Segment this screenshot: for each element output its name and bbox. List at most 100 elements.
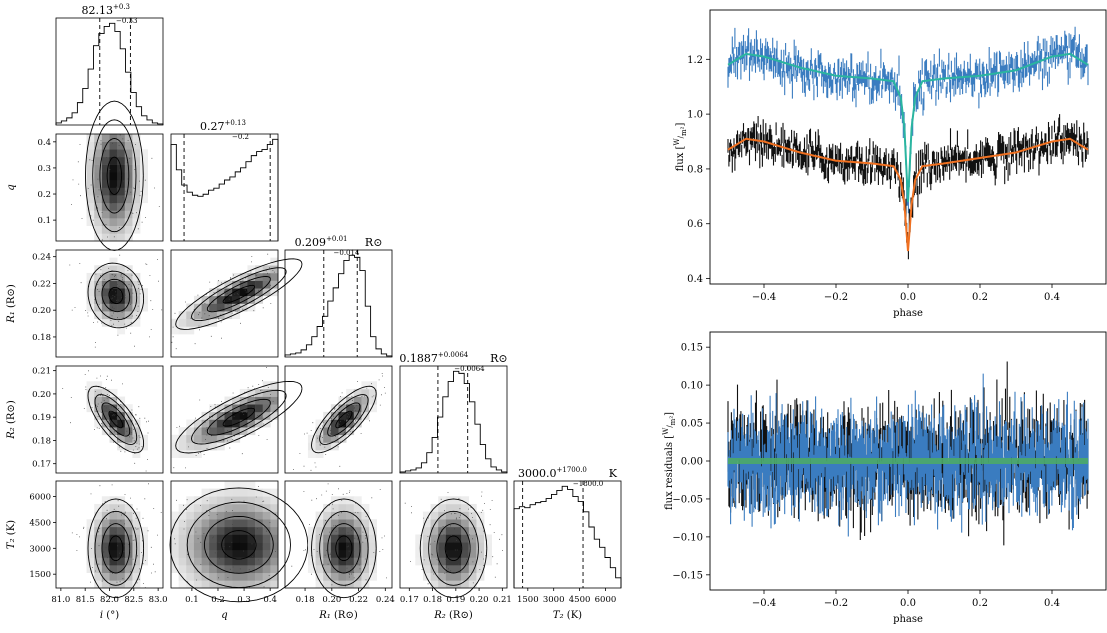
y-tick-label: 0.3 [37,164,51,174]
density-cell [224,503,233,512]
density-cell [369,526,378,535]
histogram-i: 82.13+0.3 −0.33 [55,3,164,126]
density-cell [422,526,431,535]
density-cell [445,511,454,520]
density-cell [209,534,218,543]
x-tick-label: 0.18 [296,595,315,605]
density-cell [109,565,118,574]
density-cell [94,265,103,274]
density-cell [101,572,110,581]
density-cell [468,565,477,574]
density-cell [94,526,103,535]
density-cell [270,411,279,420]
density-cell [94,272,103,281]
density-cell [109,280,118,289]
y-tick-label: 6000 [29,493,51,503]
density-cell [323,534,332,543]
density-cell [109,288,118,297]
density-cell [117,434,126,443]
hist-title-R1: 0.209+0.01 −0.014 R⊙ [295,235,383,257]
panel-frame [170,480,279,589]
density-cell [94,141,103,150]
density-cell [216,411,225,420]
y-tick-label: 1.0 [687,110,703,121]
density-cell [209,557,218,566]
density-cell [255,388,264,397]
density-cell [338,396,347,405]
density-cell [101,172,110,181]
density-cell [476,526,485,535]
density-cell [353,503,362,512]
density-cell [346,549,355,558]
density-cell [361,404,370,413]
density-panel-i-T2 [55,480,164,599]
density-cell [476,565,485,574]
contour-level-2 [101,402,131,437]
density-cell [86,396,95,405]
density-cell [86,295,95,304]
density-cell [109,496,118,505]
x-tick-label: 0.2 [972,292,988,303]
density-cell [484,557,493,566]
density-cell [247,526,256,535]
density-cell [117,280,126,289]
x-tick-label: −0.2 [824,292,848,303]
density-cell [232,496,241,505]
density-cell [124,434,133,443]
density-cell [201,526,210,535]
x-tick-label: 0.1 [185,595,199,605]
density-cell [109,311,118,320]
density-cell [109,427,118,436]
density-cell [445,519,454,528]
density-cell [224,280,233,289]
hist-title-R2: 0.1887+0.0064 −0.0064 R⊙ [399,351,507,373]
density-cell [330,511,339,520]
density-cell [445,580,454,589]
density-cell [361,549,370,558]
density-cell [178,572,187,581]
density-cell [216,419,225,428]
density-cell [346,519,355,528]
y-tick-label: 0.6 [687,219,703,230]
density-cell [430,580,439,589]
density-cell [109,218,118,227]
density-cell [216,404,225,413]
density-cell [361,519,370,528]
density-cell [86,134,95,142]
density-cell [315,419,324,428]
y-tick-label: 0.05 [681,419,703,430]
density-cell [201,557,210,566]
density-cell [224,534,233,543]
density-cell [132,419,141,428]
density-cell [186,511,195,520]
density-cell [216,549,225,558]
density-cell [193,549,202,558]
density-cell [247,580,256,589]
density-cell [369,404,378,413]
density-cell [101,134,110,142]
density-cell [369,381,378,390]
density-cell [430,519,439,528]
panel-frame [170,249,279,358]
density-cell [94,503,103,512]
density-cell [132,526,141,535]
density-cell [101,210,110,219]
density-cell [117,172,126,181]
density-cell [338,565,347,574]
density-cell [124,442,133,451]
density-cell [216,519,225,528]
density-cell [201,303,210,312]
density-cell [140,526,149,535]
density-cell [140,534,149,543]
density-cell [361,565,370,574]
density-cell [132,280,141,289]
density-cell [124,427,133,436]
density-cell [247,565,256,574]
density-cell [232,311,241,320]
x-axis-label-T2: T₂ (K) [553,610,582,621]
density-panel-i-R1 [55,249,164,358]
density-cell [216,295,225,304]
density-cell [94,210,103,219]
y-axis-label-R1: R₁ (R⊙) [6,284,17,324]
density-cell [353,511,362,520]
